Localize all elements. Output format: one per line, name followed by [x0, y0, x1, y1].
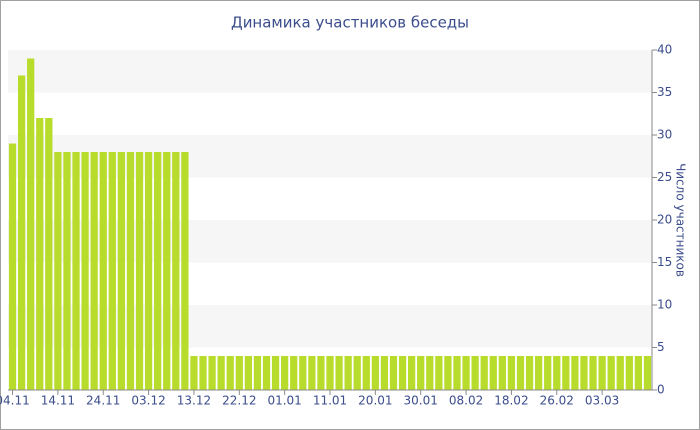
bar [643, 356, 652, 390]
bar [462, 356, 470, 390]
bar [553, 356, 561, 390]
bar [489, 356, 497, 390]
bar [154, 152, 162, 390]
x-tick-label: 30.01 [404, 394, 438, 408]
bar [244, 356, 252, 390]
bar [63, 152, 71, 390]
bar [17, 75, 26, 390]
bar [444, 356, 452, 390]
bar [181, 152, 189, 390]
bar [571, 356, 579, 390]
bar [607, 356, 615, 390]
bar [163, 152, 171, 390]
x-tick-label: 04.11 [0, 394, 30, 408]
x-tick-label: 22.12 [222, 394, 256, 408]
bar [226, 356, 234, 390]
bar [126, 152, 135, 390]
x-tick-label: 14.11 [41, 394, 75, 408]
grid-band [8, 50, 652, 93]
x-tick-label: 03.12 [131, 394, 165, 408]
bar [262, 356, 271, 390]
bar [45, 118, 53, 390]
bar [199, 356, 207, 390]
bar [317, 356, 325, 390]
bar [299, 356, 307, 390]
bar [408, 356, 416, 390]
y-tick-label: 20 [657, 213, 672, 227]
y-tick-label: 25 [657, 170, 672, 184]
x-tick-label: 20.01 [358, 394, 392, 408]
bar [562, 356, 570, 390]
y-tick-label: 40 [657, 43, 672, 57]
bar [308, 356, 316, 390]
bar [36, 118, 44, 390]
chart-title: Динамика участников беседы [231, 14, 469, 32]
bar [326, 356, 334, 390]
x-tick-label: 26.02 [540, 394, 574, 408]
y-tick-label: 0 [657, 383, 665, 397]
bar [290, 356, 298, 390]
bar [72, 152, 80, 390]
x-tick-label: 08.02 [449, 394, 483, 408]
bar [190, 356, 198, 390]
bar [362, 356, 370, 390]
bar [371, 356, 379, 390]
bar [471, 356, 479, 390]
bar [135, 152, 144, 390]
bar [498, 356, 506, 390]
bar [453, 356, 461, 390]
bar [117, 152, 126, 390]
bar [507, 356, 516, 390]
bar [217, 356, 225, 390]
bar [580, 356, 588, 390]
bar [426, 356, 434, 390]
bar [253, 356, 262, 390]
bar [90, 152, 98, 390]
x-tick-label: 01.01 [267, 394, 301, 408]
bar [380, 356, 389, 390]
bar [616, 356, 624, 390]
bar [625, 356, 633, 390]
bar [8, 143, 17, 390]
bar [144, 152, 153, 390]
bar [435, 356, 443, 390]
bar [634, 356, 643, 390]
bar [598, 356, 606, 390]
bar [534, 356, 543, 390]
bar [81, 152, 89, 390]
bar [516, 356, 525, 390]
bar [344, 356, 352, 390]
bar [353, 356, 361, 390]
x-tick-label: 03.03 [585, 394, 619, 408]
x-tick-label: 11.01 [313, 394, 347, 408]
bar [235, 356, 243, 390]
bar [99, 152, 107, 390]
x-tick-label: 18.02 [494, 394, 528, 408]
bar [27, 58, 35, 390]
bar [108, 152, 116, 390]
bar [389, 356, 398, 390]
y-axis-title: Число участников [674, 163, 688, 277]
bar [208, 356, 216, 390]
x-tick-label: 13.12 [177, 394, 211, 408]
y-tick-label: 5 [657, 340, 665, 354]
bar [335, 356, 343, 390]
y-tick-label: 10 [657, 298, 672, 312]
bar [54, 152, 62, 390]
bar [589, 356, 597, 390]
y-tick-label: 35 [657, 85, 672, 99]
bar [172, 152, 180, 390]
bar [544, 356, 552, 390]
bar [281, 356, 289, 390]
bar [271, 356, 280, 390]
y-tick-label: 30 [657, 128, 672, 142]
x-tick-label: 24.11 [86, 394, 120, 408]
bar [480, 356, 488, 390]
bar [417, 356, 425, 390]
bar [398, 356, 407, 390]
y-tick-label: 15 [657, 255, 672, 269]
bar [525, 356, 534, 390]
